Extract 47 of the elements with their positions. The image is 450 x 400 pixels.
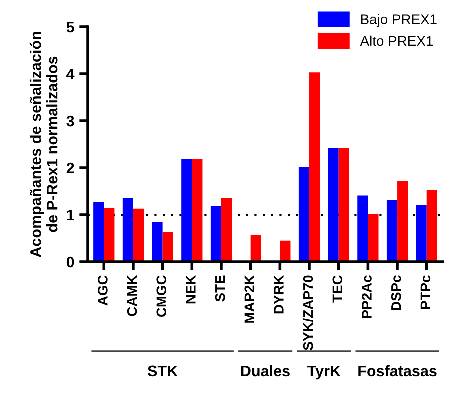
y-axis-title: Acompañantes de señalización de P-Rex1 normalizados — [30, 32, 58, 258]
bar — [298, 167, 310, 262]
text: Duales — [241, 365, 290, 377]
bar — [162, 232, 174, 262]
y-tick-label: 3 — [66, 116, 74, 127]
y-tick-label: 5 — [66, 22, 74, 33]
bar — [182, 159, 192, 262]
x-tick-label: CMGC — [156, 276, 167, 318]
bar — [221, 198, 232, 262]
x-tick-label: TEC — [332, 276, 343, 303]
bar — [192, 159, 203, 262]
legend-label: Alto PREX1 — [360, 36, 433, 46]
bar — [398, 181, 408, 262]
x-tick-label: PP2Ac — [362, 276, 372, 318]
bar — [416, 205, 427, 262]
bar — [122, 198, 134, 262]
text: Fosfatasas — [358, 365, 437, 377]
x-tick-label: PTPc — [420, 276, 431, 309]
bar — [426, 190, 438, 262]
x-tick-label: NEK — [186, 275, 196, 304]
legend-label: Bajo PREX1 — [361, 14, 437, 28]
y-tick-label: 2 — [66, 162, 74, 174]
x-tick-label: CAMK — [127, 275, 138, 316]
y-tick-label: 4 — [66, 69, 75, 80]
y-tick-label: 1 — [67, 210, 74, 221]
bar — [250, 235, 262, 262]
bar — [310, 72, 320, 262]
bar — [104, 208, 115, 262]
text: STK — [148, 366, 178, 377]
text: TyrK — [308, 366, 341, 380]
bar — [338, 148, 350, 262]
y-tick-label: 0 — [66, 256, 74, 268]
bar — [210, 206, 222, 262]
bar — [94, 202, 104, 262]
x-tick-label: DYRK — [274, 275, 284, 314]
x-tick-label: SYK/ZAP70 — [303, 276, 314, 350]
bar — [358, 196, 368, 262]
x-tick-label: DSPc — [391, 276, 402, 311]
bar — [133, 208, 144, 262]
bar — [386, 200, 398, 262]
bar — [328, 148, 339, 262]
bar — [280, 240, 291, 262]
x-tick-label: AGC — [98, 276, 108, 306]
bar — [368, 214, 379, 262]
x-tick-label: STE — [215, 276, 226, 302]
bar — [152, 222, 163, 262]
x-tick-label: MAP2K — [244, 275, 254, 323]
